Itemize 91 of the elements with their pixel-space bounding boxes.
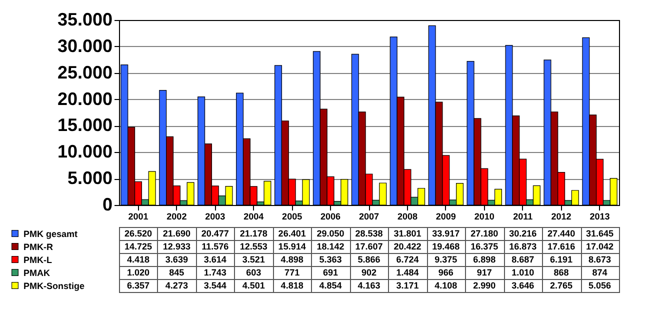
- data-label: 20.477: [201, 228, 229, 238]
- x-tick-label: 2010: [474, 212, 494, 222]
- data-label: 3.639: [165, 254, 188, 264]
- data-label: 33.917: [432, 228, 460, 238]
- data-label: 8.673: [588, 254, 612, 264]
- data-label: 917: [476, 268, 492, 278]
- data-label: 4.418: [126, 254, 150, 264]
- data-label: 31.645: [586, 228, 614, 238]
- data-label: 17.616: [548, 242, 576, 252]
- data-label: 28.538: [355, 228, 383, 238]
- data-label: 17.607: [355, 242, 383, 252]
- data-label: 3.544: [204, 280, 226, 290]
- y-tick-label: 0: [102, 194, 112, 214]
- data-label: 6.357: [126, 280, 150, 290]
- data-label: 8.687: [512, 254, 534, 264]
- data-label: 4.898: [280, 254, 304, 264]
- x-tick-label: 2013: [590, 212, 610, 222]
- data-label: 902: [361, 268, 377, 278]
- data-label: 4.108: [434, 280, 458, 290]
- data-label: 3.614: [204, 254, 226, 264]
- data-label: 5.056: [588, 280, 612, 290]
- data-label: 3.646: [512, 280, 534, 290]
- data-label: 9.375: [434, 254, 458, 264]
- x-tick-label: 2009: [436, 212, 456, 222]
- legend-label: PMK-R: [24, 242, 54, 252]
- x-tick-label: 2001: [128, 212, 148, 222]
- data-label: 30.216: [509, 228, 537, 238]
- legend-label: PMK-L: [24, 255, 52, 265]
- data-label: 21.178: [240, 228, 268, 238]
- x-tick-label: 2002: [166, 212, 187, 222]
- data-label: 2.990: [473, 280, 496, 290]
- data-label: 603: [246, 268, 262, 278]
- data-label: 868: [554, 268, 569, 278]
- data-label: 5.363: [319, 254, 342, 264]
- data-label: 6.191: [550, 254, 573, 264]
- x-tick-label: 2012: [551, 212, 572, 222]
- x-tick-label: 2005: [282, 212, 302, 222]
- data-label: 16.375: [470, 242, 498, 252]
- y-tick-label: 30.000: [57, 36, 112, 56]
- data-label: 2.765: [550, 280, 573, 290]
- y-tick-label: 35.000: [57, 10, 112, 30]
- data-label: 12.933: [162, 242, 190, 252]
- data-label: 966: [438, 268, 454, 278]
- data-label: 29.050: [316, 228, 344, 238]
- data-label: 4.854: [319, 280, 342, 290]
- data-label: 1.743: [204, 268, 226, 278]
- data-label: 16.873: [509, 242, 537, 252]
- data-label: 1.484: [396, 268, 419, 278]
- data-label: 1.010: [512, 268, 534, 278]
- x-tick-label: 2011: [513, 212, 533, 222]
- data-label: 691: [323, 268, 338, 278]
- y-tick-label: 10.000: [57, 142, 112, 162]
- data-label: 27.180: [470, 228, 498, 238]
- data-label: 19.468: [432, 242, 460, 252]
- x-tick-label: 2003: [205, 212, 226, 222]
- legend-label: PMAK: [24, 268, 50, 278]
- data-label: 6.898: [473, 254, 496, 264]
- data-label: 3.521: [242, 254, 265, 264]
- data-label: 18.142: [316, 242, 344, 252]
- y-tick-label: 20.000: [57, 88, 112, 109]
- data-label: 4.501: [242, 280, 265, 290]
- y-tick-label: 15.000: [57, 115, 112, 136]
- x-tick-label: 2008: [397, 212, 418, 222]
- x-tick-label: 2007: [358, 212, 380, 222]
- data-label: 17.042: [586, 242, 614, 252]
- data-label: 15.914: [278, 242, 306, 252]
- data-label: 20.422: [394, 242, 422, 252]
- data-label: 4.818: [280, 280, 304, 290]
- data-label: 26.401: [278, 228, 306, 238]
- data-label: 11.576: [202, 242, 229, 252]
- data-label: 14.725: [124, 242, 152, 252]
- data-label: 4.273: [165, 280, 188, 290]
- data-label: 771: [284, 268, 300, 278]
- x-tick-label: 2004: [244, 212, 264, 222]
- data-label: 845: [169, 268, 184, 278]
- y-tick-label: 25.000: [57, 62, 112, 82]
- data-label: 4.163: [358, 280, 380, 290]
- legend-label: PMK gesamt: [24, 229, 78, 239]
- y-tick-label: 5.000: [67, 168, 112, 188]
- data-label: 5.866: [358, 254, 380, 264]
- data-label: 31.801: [394, 228, 422, 238]
- data-label: 27.440: [548, 228, 576, 238]
- legend-label: PMK-Sonstige: [24, 281, 85, 291]
- x-tick-label: 2006: [320, 212, 341, 222]
- data-label: 21.690: [162, 228, 190, 238]
- data-label: 3.171: [396, 280, 419, 290]
- data-label: 1.020: [126, 268, 150, 278]
- data-label: 26.520: [124, 228, 152, 238]
- data-label: 874: [592, 268, 608, 278]
- data-label: 6.724: [396, 254, 419, 264]
- data-label: 12.553: [240, 242, 268, 252]
